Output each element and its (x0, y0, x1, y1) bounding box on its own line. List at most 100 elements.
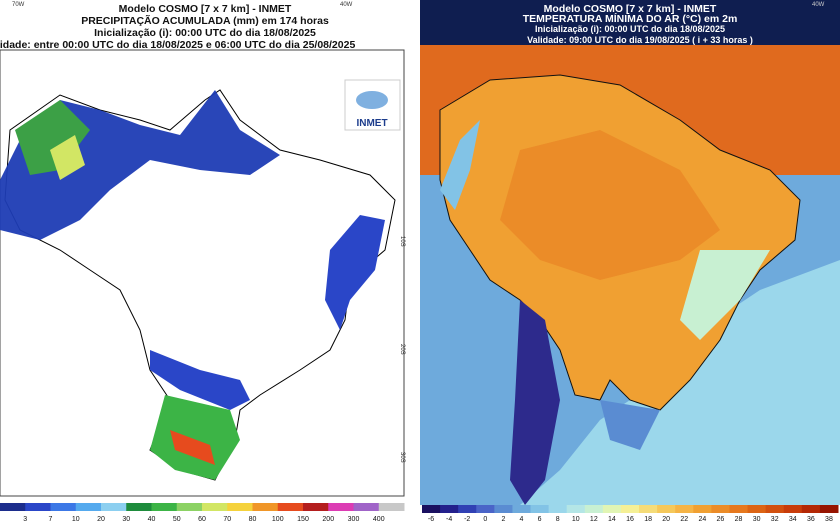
colorbar-label: 0 (483, 516, 487, 523)
colorbar-swatch (584, 505, 604, 513)
colorbar-label: 400 (373, 516, 385, 523)
colorbar-swatch (50, 503, 77, 511)
colorbar-swatch (126, 503, 152, 511)
coord-label: 70W (12, 2, 25, 8)
colorbar-label: 60 (198, 516, 206, 523)
colorbar-swatch (566, 505, 586, 513)
colorbar-label: 40 (148, 516, 156, 523)
colorbar-swatch (765, 505, 785, 513)
left-panel: INMET Modelo COSMO [7 x 7 km] - INMET PR… (0, 0, 410, 525)
precip-south (150, 350, 250, 410)
colorbar: 3 7 10 20 30 40 50 60 70 80 100 150 200 300 400 (0, 503, 405, 523)
colorbar-label: 3 (23, 516, 27, 523)
colorbar-swatch (819, 505, 839, 513)
colorbar-label: 18 (644, 516, 652, 523)
colorbar-swatch (675, 505, 694, 513)
colorbar-swatch (801, 505, 821, 513)
colorbar-swatch (0, 503, 26, 511)
colorbar-label: 16 (626, 516, 634, 523)
precip-max (170, 430, 215, 465)
colorbar-label: 20 (97, 516, 105, 523)
coord-label: 40W (340, 2, 353, 8)
colorbar-label: 22 (680, 516, 688, 523)
colorbar-label: 36 (807, 516, 815, 523)
colorbar-label: 100 (272, 516, 284, 523)
interior-warm (500, 130, 720, 280)
colorbar-swatch (75, 503, 102, 511)
precip-rs (150, 395, 240, 480)
colorbar-label: 14 (608, 516, 616, 523)
precip-yellow (50, 135, 85, 180)
colorbar-swatch (512, 505, 532, 513)
colorbar-swatch (458, 505, 477, 513)
colorbar-label: -6 (428, 516, 434, 523)
colorbar-swatch (277, 503, 304, 511)
colorbar-swatch (729, 505, 749, 513)
southeast-cool (680, 250, 770, 340)
colorbar-label: 80 (249, 516, 257, 523)
title-line: TEMPERATURA MÍNIMA DO AR (°C) em 2m (523, 12, 738, 25)
colorbar-swatch (693, 505, 712, 513)
colorbar-label: 10 (72, 516, 80, 523)
coord-label: 30S (399, 452, 405, 463)
colorbar-swatch (747, 505, 767, 513)
colorbar-label: 7 (49, 516, 53, 523)
colorbar: -6 -4 -2 0 2 4 6 8 10 12 14 16 18 20 22 24 26 28 30 32 34 36 3… (422, 505, 839, 523)
precip-green (15, 100, 90, 175)
colorbar-label: -2 (464, 516, 470, 523)
colorbar-swatch (711, 505, 730, 513)
colorbar-label: 50 (173, 516, 181, 523)
colorbar-swatch (353, 503, 380, 511)
title-line: Inicialização (i): 00:00 UTC do dia 18/0… (535, 24, 725, 34)
colorbar-label: 6 (538, 516, 542, 523)
colorbar-swatch (252, 503, 279, 511)
divider (410, 0, 420, 525)
colorbar-label: 10 (572, 516, 580, 523)
right-panel: Modelo COSMO [7 x 7 km] - INMET TEMPERAT… (420, 0, 840, 523)
colorbar-swatch (548, 505, 568, 513)
colorbar-swatch (657, 505, 676, 513)
coord-label: 10S (399, 236, 405, 247)
title-line: Validade: 09:00 UTC do dia 19/08/2025 ( … (527, 35, 753, 45)
colorbar-swatch (783, 505, 803, 513)
colorbar-label: 300 (348, 516, 360, 523)
colorbar-label: 4 (520, 516, 524, 523)
colorbar-swatch (602, 505, 622, 513)
colorbar-label: 8 (556, 516, 560, 523)
andes-cold (510, 300, 560, 505)
colorbar-label: 34 (789, 516, 797, 523)
colorbar-swatch (422, 505, 441, 513)
colorbar-label: 24 (698, 516, 706, 523)
colorbar-swatch (476, 505, 495, 513)
colorbar-swatch (176, 503, 203, 511)
colorbar-swatch (639, 505, 658, 513)
colorbar-swatch (440, 505, 459, 513)
title-line: Inicialização (i): 00:00 UTC do dia 18/0… (94, 27, 316, 39)
title-line: Modelo COSMO [7 x 7 km] - INMET (544, 3, 717, 15)
colorbar-label: 12 (590, 516, 598, 523)
colorbar-swatch (25, 503, 51, 511)
colorbar-swatch (620, 505, 640, 513)
colorbar-swatch (328, 503, 354, 511)
colorbar-swatch (227, 503, 253, 511)
colorbar-label: 200 (322, 516, 334, 523)
colorbar-swatch (530, 505, 550, 513)
logo-cloud (356, 91, 388, 109)
title-line: PRECIPITAÇÃO ACUMULADA (mm) em 174 horas (81, 14, 329, 27)
coord-label: 40W (812, 2, 825, 8)
colorbar-swatch (202, 503, 228, 511)
logo-text: INMET (356, 118, 387, 129)
colorbar-label: -4 (446, 516, 452, 523)
colorbar-swatch (378, 503, 405, 511)
colorbar-swatch (151, 503, 178, 511)
andes-north (440, 120, 480, 210)
colorbar-label: 70 (223, 516, 231, 523)
precip-east (325, 215, 385, 330)
colorbar-label: 2 (501, 516, 505, 523)
colorbar-label: 26 (717, 516, 725, 523)
coord-label: 20S (399, 344, 405, 355)
colorbar-label: 28 (735, 516, 743, 523)
title-line: Modelo COSMO [7 x 7 km] - INMET (119, 3, 292, 15)
colorbar-label: 38 (825, 516, 833, 523)
